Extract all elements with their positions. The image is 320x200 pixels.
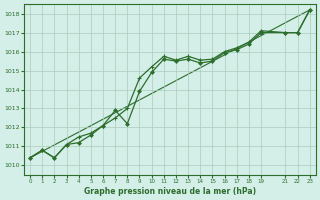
X-axis label: Graphe pression niveau de la mer (hPa): Graphe pression niveau de la mer (hPa) (84, 187, 256, 196)
